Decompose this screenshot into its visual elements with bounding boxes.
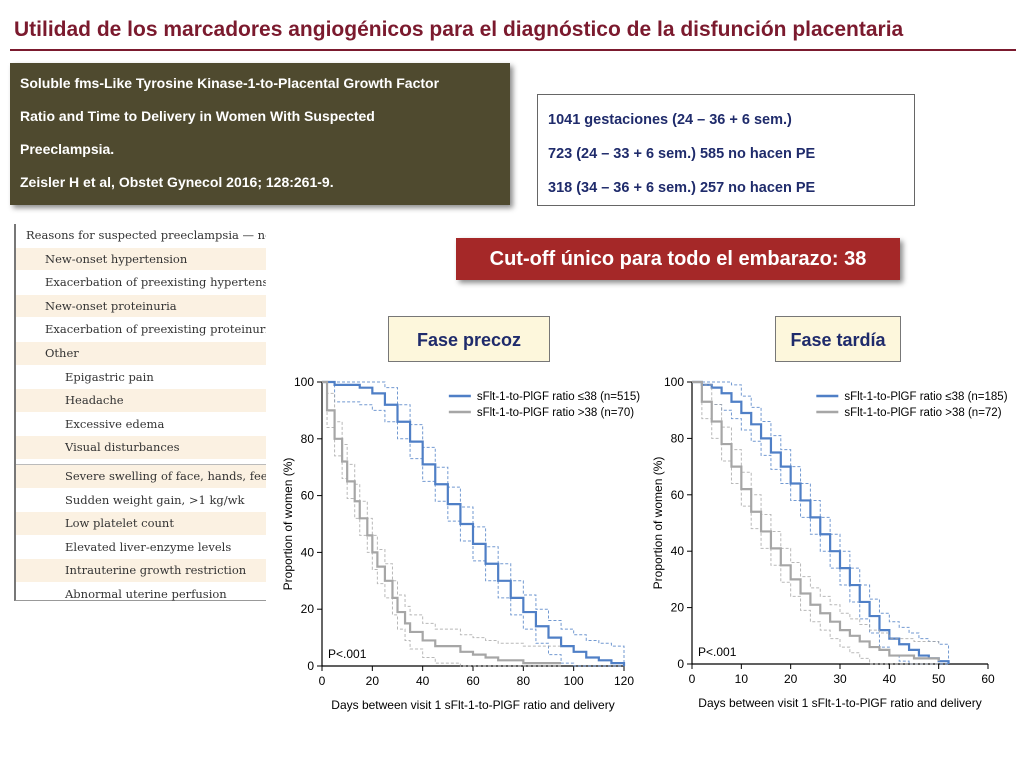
reasons-table-row: Exacerbation of preexisting proteinuria — [16, 318, 266, 342]
reference-line: Ratio and Time to Delivery in Women With… — [20, 108, 375, 124]
y-tick-label: 60 — [671, 488, 685, 502]
y-tick-label: 80 — [671, 431, 685, 445]
y-tick-label: 40 — [301, 545, 315, 559]
legend-label: sFlt-1-to-PlGF ratio >38 (n=70) — [477, 407, 634, 419]
x-tick-label: 10 — [735, 672, 749, 686]
legend-label: sFlt-1-to-PlGF ratio >38 (n=72) — [844, 407, 1001, 419]
x-tick-label: 40 — [416, 674, 430, 688]
p-value-annotation: P<.001 — [698, 645, 737, 659]
series-2-ci-lower — [692, 381, 939, 665]
reasons-table-row: Exacerbation of preexisting hypertension — [16, 271, 266, 295]
series-2-line — [692, 380, 940, 662]
reference-citation: Zeisler H et al, Obstet Gynecol 2016; 12… — [20, 174, 334, 190]
series-2-ci-lower — [322, 381, 562, 667]
series-2-line — [322, 380, 562, 665]
reasons-table-header: Reasons for suspected preeclampsia — no. — [16, 224, 266, 248]
reasons-table-row: Sudden weight gain, >1 kg/wk — [16, 489, 266, 513]
reasons-table-row: Visual disturbances — [16, 436, 266, 460]
reasons-table-row: Intrauterine growth restriction — [16, 559, 266, 583]
slide-title: Utilidad de los marcadores angiogénicos … — [14, 18, 904, 41]
stats-line: 318 (34 – 36 + 6 sem.) 257 no hacen PE — [548, 180, 816, 196]
series-1-line — [692, 380, 950, 664]
table-separator — [16, 459, 266, 465]
p-value-annotation: P<.001 — [328, 647, 367, 661]
y-tick-label: 40 — [671, 544, 685, 558]
y-tick-label: 0 — [677, 657, 684, 671]
x-tick-label: 0 — [689, 672, 696, 686]
y-tick-label: 0 — [307, 659, 314, 673]
y-axis-label: Proportion of women (%) — [281, 458, 295, 591]
reasons-table-row: New-onset proteinuria — [16, 294, 266, 319]
series-2-ci-upper — [322, 381, 562, 647]
reference-box: Soluble fms-Like Tyrosine Kinase-1-to-Pl… — [10, 63, 510, 205]
x-tick-label: 50 — [932, 672, 946, 686]
legend-label: sFlt-1-to-PlGF ratio ≤38 (n=185) — [844, 391, 1007, 403]
x-tick-label: 60 — [466, 674, 480, 688]
cohort-stats-box: 1041 gestaciones (24 – 36 + 6 sem.) 723 … — [537, 94, 915, 206]
reasons-table-row: Abnormal uterine perfusion — [16, 583, 266, 607]
reasons-table-row: Severe swelling of face, hands, feet — [16, 464, 266, 489]
legend-label: sFlt-1-to-PlGF ratio ≤38 (n=515) — [477, 391, 640, 403]
y-axis-label: Proportion of women (%) — [651, 457, 665, 590]
y-tick-label: 20 — [671, 601, 685, 615]
reasons-table-row: Headache — [16, 389, 266, 413]
phase-early-label: Fase precoz — [388, 316, 550, 362]
reasons-table-row: Excessive edema — [16, 413, 266, 437]
y-tick-label: 100 — [294, 375, 314, 389]
x-tick-label: 100 — [564, 674, 584, 688]
series-1-line — [322, 380, 626, 666]
x-tick-label: 40 — [883, 672, 897, 686]
x-tick-label: 120 — [614, 674, 634, 688]
reasons-table-row: Elevated liver-enzyme levels — [16, 536, 266, 560]
x-tick-label: 20 — [784, 672, 798, 686]
reference-line: Soluble fms-Like Tyrosine Kinase-1-to-Pl… — [20, 75, 440, 91]
series-1-ci-lower — [322, 381, 624, 667]
reference-line: Preeclampsia. — [20, 141, 115, 157]
x-axis-label: Days between visit 1 sFlt-1-to-PlGF rati… — [331, 698, 614, 712]
phase-late-label: Fase tardía — [775, 316, 901, 362]
reasons-table-row: New-onset hypertension — [16, 247, 266, 272]
y-tick-label: 60 — [301, 489, 315, 503]
y-tick-label: 20 — [301, 602, 315, 616]
x-tick-label: 80 — [517, 674, 531, 688]
reasons-table-row: Low platelet count — [16, 512, 266, 536]
x-tick-label: 30 — [833, 672, 847, 686]
reasons-table-row: Epigastric pain — [16, 366, 266, 390]
x-tick-label: 60 — [981, 672, 995, 686]
reasons-table-row: Other — [16, 341, 266, 366]
cutoff-banner: Cut-off único para todo el embarazo: 38 — [456, 238, 900, 280]
x-axis-label: Days between visit 1 sFlt-1-to-PlGF rati… — [698, 696, 981, 710]
title-divider — [10, 49, 1016, 51]
series-1-ci-upper — [692, 381, 950, 664]
y-tick-label: 100 — [664, 375, 684, 389]
series-2-ci-upper — [692, 381, 940, 645]
reasons-table: Reasons for suspected preeclampsia — no.… — [14, 224, 266, 607]
stats-line: 1041 gestaciones (24 – 36 + 6 sem.) — [548, 112, 792, 128]
x-tick-label: 0 — [319, 674, 326, 688]
x-tick-label: 20 — [366, 674, 380, 688]
series-1-ci-upper — [322, 381, 625, 666]
y-tick-label: 80 — [301, 432, 315, 446]
stats-line: 723 (24 – 33 + 6 sem.) 585 no hacen PE — [548, 146, 816, 162]
